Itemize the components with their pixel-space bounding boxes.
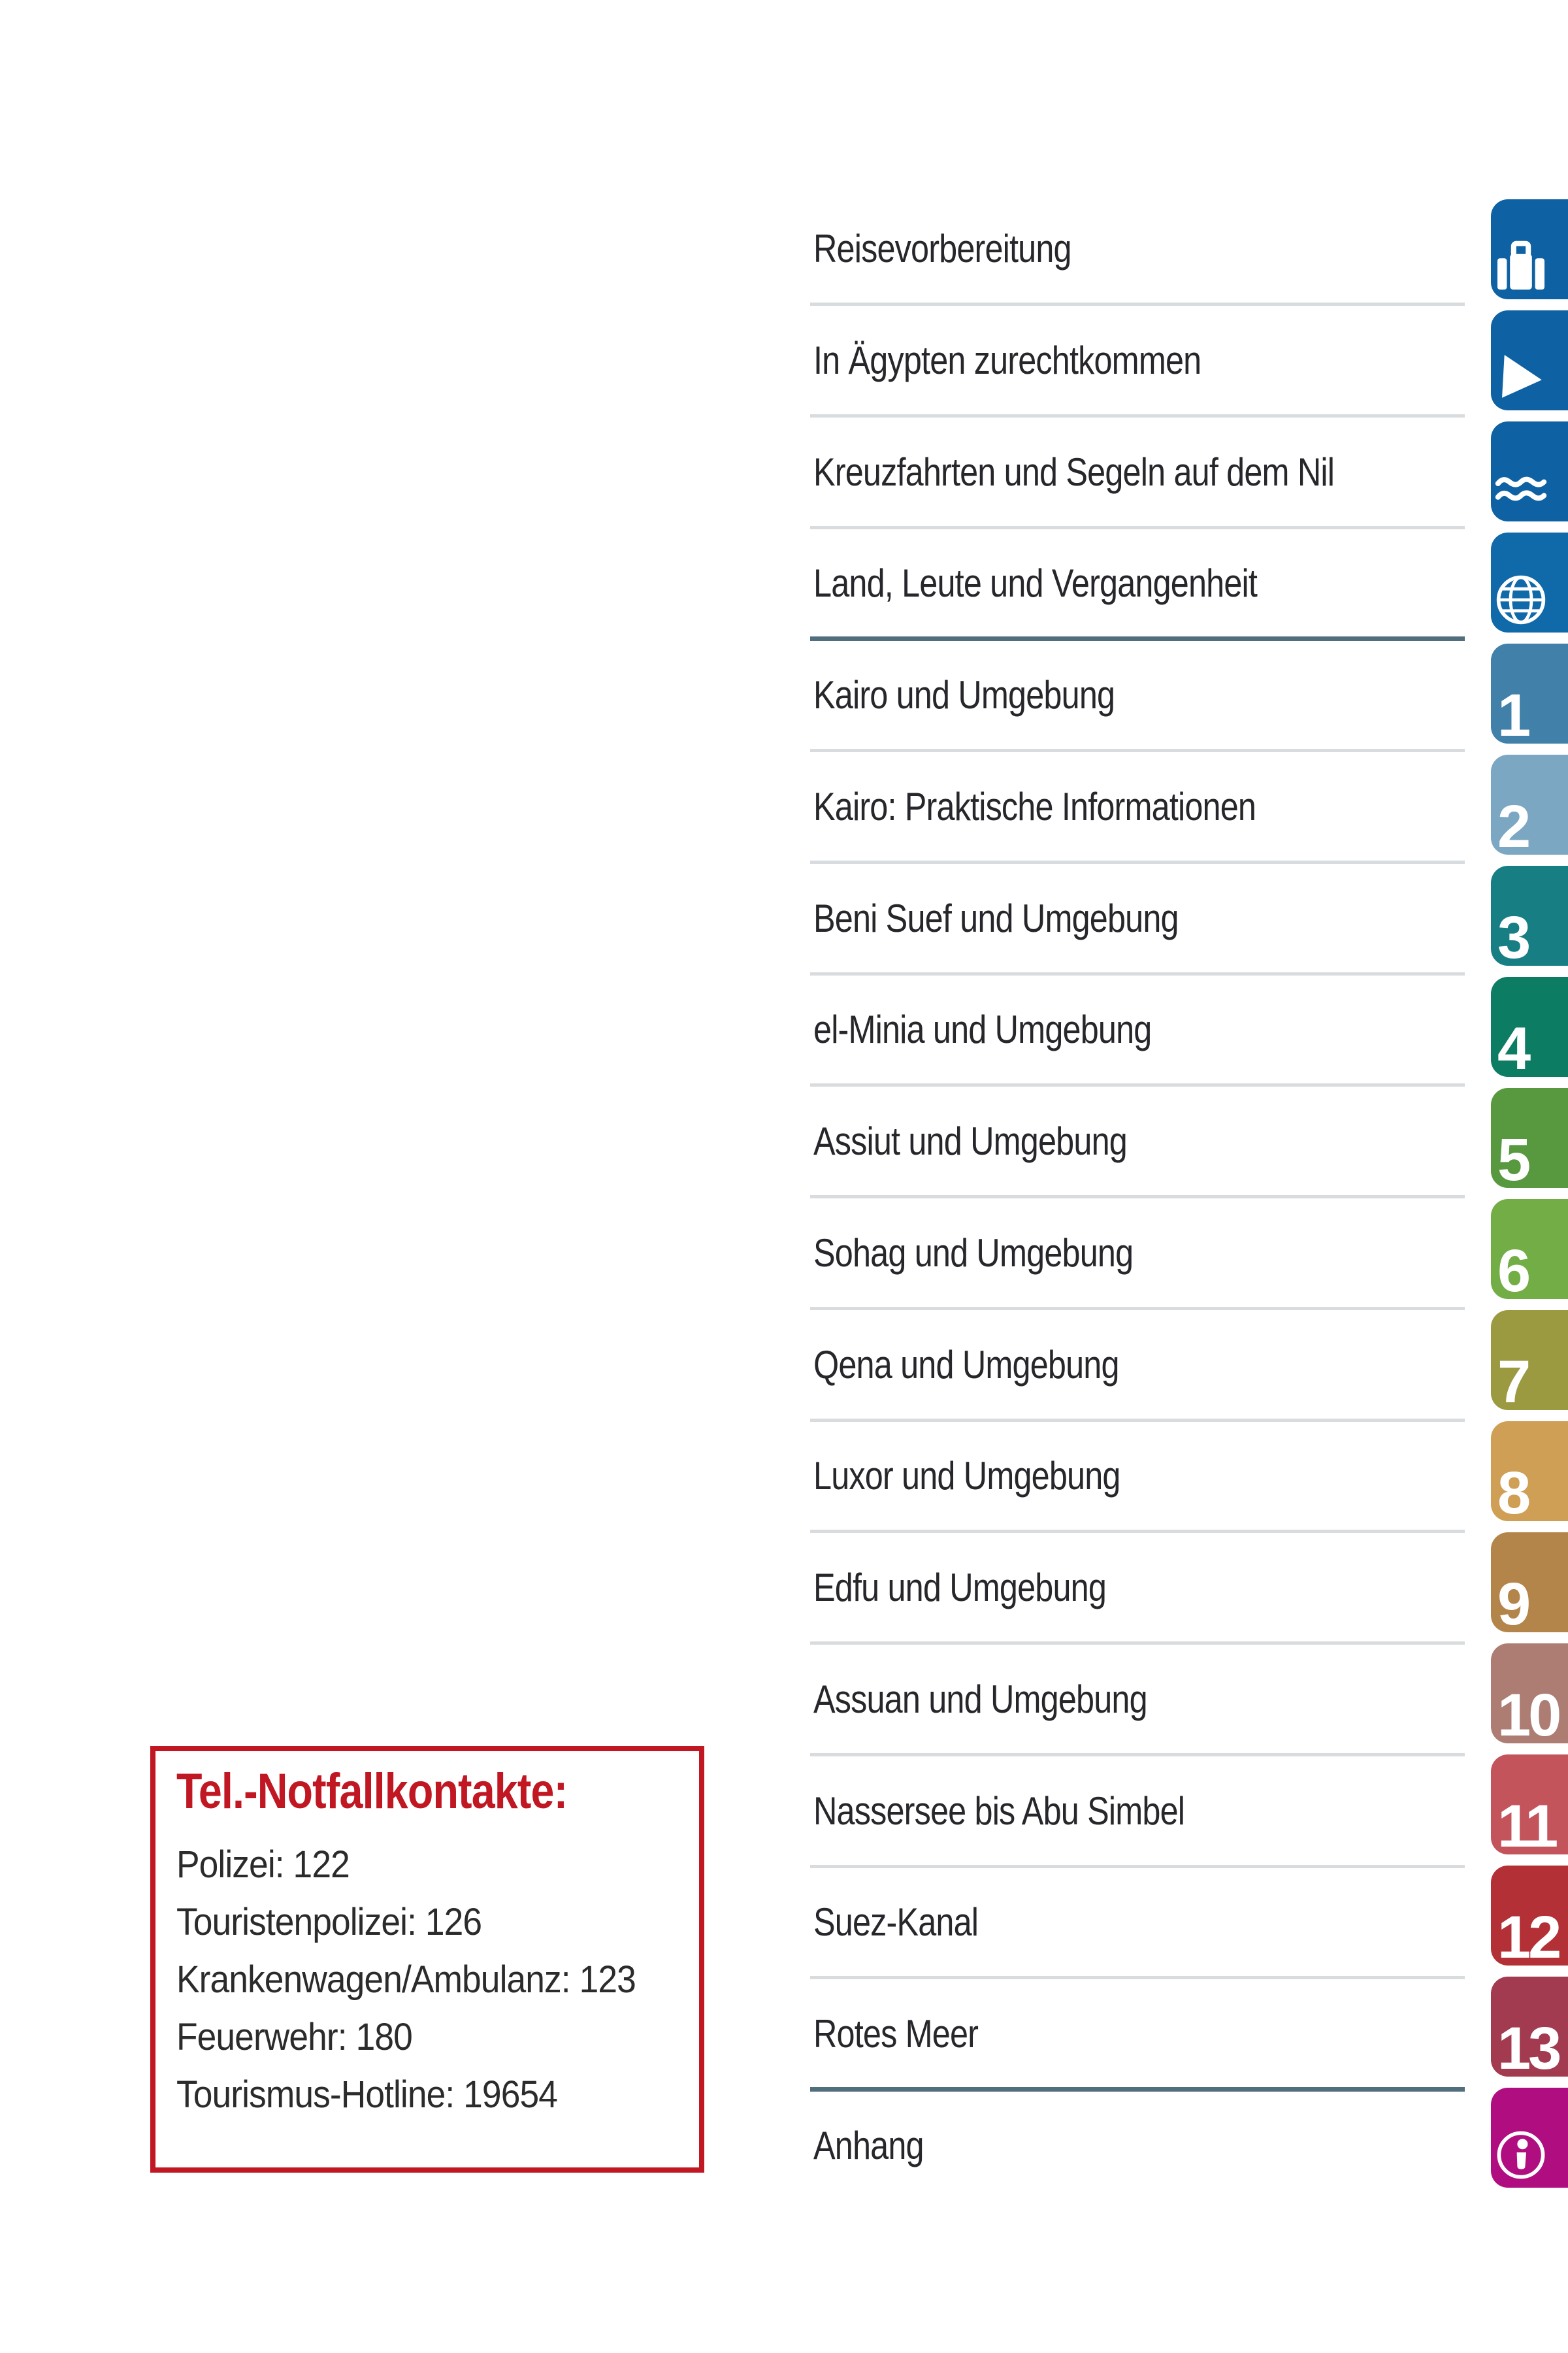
emergency-line-feuerwehr: Feuerwehr: 180 [176, 2016, 413, 2058]
info-icon [1497, 2131, 1545, 2179]
toc-item-assiut[interactable]: Assiut und Umgebung [813, 1119, 1128, 1163]
tab-info[interactable] [1491, 2088, 1568, 2188]
emergency-line-polizei: Polizei: 122 [176, 1843, 350, 1886]
separator-dark [810, 636, 1465, 641]
tab-chapter-1[interactable]: 1 [1491, 644, 1568, 746]
separator [810, 1530, 1465, 1533]
separator [810, 861, 1465, 864]
emergency-line-tourismus-hotline: Tourismus-Hotline: 19654 [176, 2073, 558, 2116]
separator [810, 749, 1465, 752]
separator [810, 1865, 1465, 1868]
tab-chapter-12[interactable]: 12 [1491, 1866, 1568, 1967]
toc-item-rotes-meer[interactable]: Rotes Meer [813, 2012, 979, 2056]
separator [810, 972, 1465, 976]
toc-item-edfu[interactable]: Edfu und Umgebung [813, 1566, 1107, 1609]
toc-item-kairo[interactable]: Kairo und Umgebung [813, 673, 1115, 717]
play-icon [1502, 355, 1542, 398]
tab-globe[interactable] [1491, 533, 1568, 633]
tab-chapter-2[interactable]: 2 [1491, 755, 1568, 857]
tab-chapter-9[interactable]: 9 [1491, 1532, 1568, 1634]
toc-item-nassersee[interactable]: Nassersee bis Abu Simbel [813, 1789, 1185, 1833]
suitcase-icon [1497, 240, 1544, 290]
tab-chapter-3[interactable]: 3 [1491, 866, 1568, 968]
toc-item-kairo-praktisch[interactable]: Kairo: Praktische Informationen [813, 785, 1256, 829]
separator [810, 414, 1465, 418]
tab-nile-waves[interactable] [1491, 421, 1568, 521]
toc-item-anhang[interactable]: Anhang [813, 2124, 924, 2167]
toc-item-luxor[interactable]: Luxor und Umgebung [813, 1454, 1120, 1498]
tab-chapter-10[interactable]: 10 [1491, 1643, 1568, 1745]
toc-item-land-leute[interactable]: Land, Leute und Vergangenheit [813, 561, 1258, 605]
toc-item-sohag[interactable]: Sohag und Umgebung [813, 1231, 1134, 1275]
toc-item-in-aegypten[interactable]: In Ägypten zurechtkommen [813, 338, 1201, 382]
separator [810, 1976, 1465, 1979]
tab-chapter-13[interactable]: 13 [1491, 1977, 1568, 2079]
toc-item-suez-kanal[interactable]: Suez-Kanal [813, 1900, 979, 1944]
tab-chapter-7[interactable]: 7 [1491, 1310, 1568, 1412]
separator-dark [810, 2087, 1465, 2092]
emergency-box-title: Tel.-Notfallkontakte: [176, 1764, 568, 1819]
tab-chapter-8[interactable]: 8 [1491, 1421, 1568, 1523]
separator [810, 303, 1465, 306]
emergency-box-lines: Polizei: 122 Touristenpolizei: 126 Krank… [176, 1836, 699, 2124]
separator [810, 1641, 1465, 1645]
tab-luggage[interactable] [1491, 199, 1568, 299]
tab-play[interactable] [1491, 310, 1568, 410]
separator [810, 1083, 1465, 1087]
emergency-line-krankenwagen: Krankenwagen/Ambulanz: 123 [176, 1958, 636, 2001]
tab-chapter-4[interactable]: 4 [1491, 977, 1568, 1079]
toc-item-reisevorbereitung[interactable]: Reisevorbereitung [813, 227, 1072, 271]
toc-item-kreuzfahrten[interactable]: Kreuzfahrten und Segeln auf dem Nil [813, 450, 1335, 494]
waves-icon [1495, 476, 1547, 501]
toc-item-assuan[interactable]: Assuan und Umgebung [813, 1677, 1148, 1721]
separator [810, 1753, 1465, 1756]
separator [810, 1307, 1465, 1310]
toc-item-qena[interactable]: Qena und Umgebung [813, 1343, 1120, 1387]
separator [810, 526, 1465, 529]
tab-chapter-5[interactable]: 5 [1491, 1088, 1568, 1190]
toc-item-beni-suef[interactable]: Beni Suef und Umgebung [813, 897, 1179, 940]
tab-chapter-6[interactable]: 6 [1491, 1199, 1568, 1301]
toc-item-el-minia[interactable]: el-Minia und Umgebung [813, 1008, 1152, 1051]
tab-chapter-11[interactable]: 11 [1491, 1754, 1568, 1856]
emergency-contacts-box: Tel.-Notfallkontakte: Polizei: 122 Touri… [150, 1746, 704, 2173]
emergency-line-touristenpolizei: Touristenpolizei: 126 [176, 1901, 482, 1943]
separator [810, 1195, 1465, 1198]
separator [810, 1419, 1465, 1422]
globe-icon [1496, 575, 1546, 625]
